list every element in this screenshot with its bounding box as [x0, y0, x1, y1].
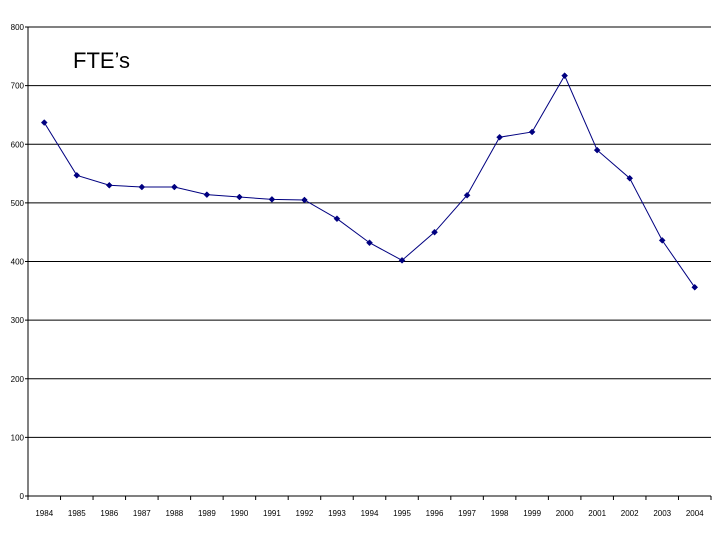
data-point-1984: [40, 119, 48, 126]
y-axis-ticks: 0 100 200 300 400 500 600 700 800: [11, 23, 28, 501]
data-point-1987: [138, 183, 146, 191]
data-point-1995: [398, 256, 406, 264]
x-tick-label-1989: 1989: [198, 509, 216, 518]
y-tick-label-800: 800: [11, 23, 25, 32]
data-point-1990: [236, 193, 243, 201]
data-point-2000: [561, 72, 568, 80]
x-tick-label-1984: 1984: [35, 509, 53, 518]
series-fte: [40, 72, 699, 291]
y-tick-label-700: 700: [11, 82, 25, 91]
data-point-1993: [333, 215, 341, 223]
x-tick-label-1998: 1998: [491, 509, 509, 518]
x-tick-label-1997: 1997: [458, 509, 476, 518]
data-point-1994: [366, 239, 373, 247]
data-point-1991: [268, 196, 276, 203]
gridlines: [28, 26, 711, 438]
data-point-1999: [528, 128, 536, 136]
data-point-2004: [691, 283, 699, 291]
x-tick-label-2004: 2004: [686, 509, 704, 518]
chart-title: FTE’s: [73, 48, 130, 73]
x-tick-label-1985: 1985: [68, 509, 86, 518]
y-tick-label-500: 500: [11, 199, 25, 208]
y-tick-label-0: 0: [20, 492, 25, 501]
data-point-2003: [658, 237, 666, 244]
data-point-1986: [105, 181, 113, 189]
data-point-1992: [301, 196, 308, 204]
data-point-1989: [203, 191, 211, 199]
x-tick-label-1991: 1991: [263, 509, 281, 518]
x-tick-label-1993: 1993: [328, 509, 346, 518]
y-tick-label-600: 600: [11, 140, 25, 149]
x-tick-label-1994: 1994: [361, 509, 379, 518]
x-tick-label-1992: 1992: [296, 509, 314, 518]
y-tick-label-400: 400: [11, 258, 25, 267]
data-point-1998: [496, 133, 503, 141]
x-tick-label-1990: 1990: [231, 509, 249, 518]
y-tick-label-300: 300: [11, 316, 25, 325]
x-tick-label-1987: 1987: [133, 509, 151, 518]
data-point-2002: [626, 174, 634, 182]
x-tick-label-1995: 1995: [393, 509, 411, 518]
x-tick-label-2000: 2000: [556, 509, 574, 518]
x-tick-label-1986: 1986: [100, 509, 118, 518]
data-point-1988: [171, 183, 178, 191]
x-tick-label-1988: 1988: [165, 509, 183, 518]
data-point-1997: [463, 191, 471, 199]
series-line-0: [43, 74, 696, 288]
x-tick-label-2002: 2002: [621, 509, 639, 518]
data-point-1996: [431, 228, 438, 236]
y-tick-label-200: 200: [11, 375, 25, 384]
data-point-2001: [593, 146, 601, 154]
x-tick-label-2001: 2001: [588, 509, 606, 518]
x-tick-label-1999: 1999: [523, 509, 541, 518]
x-tick-label-1996: 1996: [426, 509, 444, 518]
data-point-1985: [73, 171, 81, 179]
x-tick-label-2003: 2003: [653, 509, 671, 518]
y-tick-label-100: 100: [11, 433, 25, 442]
x-axis-ticks: 1984 1985 1986 1987 1988 1989 1990 1991 1992 1993…: [27, 496, 712, 518]
